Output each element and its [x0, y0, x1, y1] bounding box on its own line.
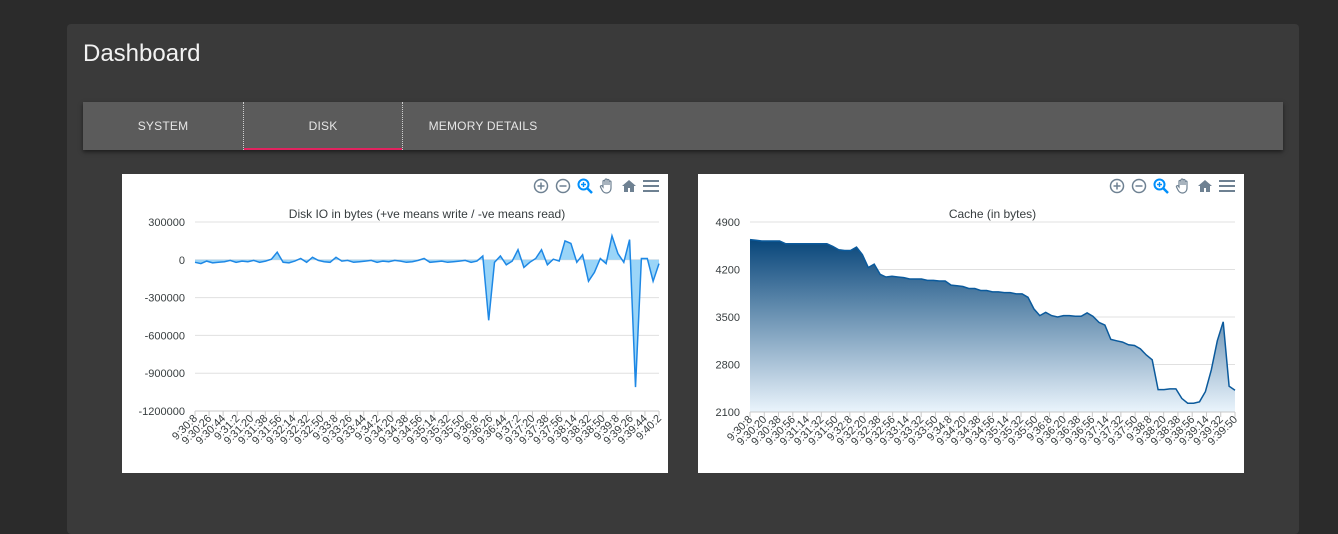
tab-memory-details[interactable]: MEMORY DETAILS [428, 119, 538, 133]
home-reset-icon[interactable] [1196, 177, 1214, 195]
y-tick-label: 0 [179, 255, 185, 267]
y-tick-label: 300000 [148, 217, 185, 229]
menu-icon[interactable] [1218, 177, 1236, 195]
pan-hand-icon[interactable] [598, 177, 616, 195]
pan-hand-icon[interactable] [1174, 177, 1192, 195]
selection-zoom-icon[interactable] [1152, 177, 1170, 195]
y-tick-label: 2800 [716, 360, 740, 372]
y-tick-label: 2100 [716, 407, 740, 419]
chart-title: Cache (in bytes) [949, 207, 1036, 221]
chart-toolbar [532, 177, 660, 195]
series-area [195, 235, 659, 388]
tab-disk[interactable]: DISK [243, 102, 403, 150]
chart-toolbar [1108, 177, 1236, 195]
series-area [750, 239, 1235, 412]
tab-bar: SYSTEM DISK MEMORY DETAILS [83, 102, 1283, 150]
y-tick-label: -1200000 [139, 406, 186, 418]
y-tick-label: 3500 [716, 312, 740, 324]
home-reset-icon[interactable] [620, 177, 638, 195]
zoom-out-icon[interactable] [1130, 177, 1148, 195]
disk-io-chart-card: Disk IO in bytes (+ve means write / -ve … [122, 174, 668, 473]
selection-zoom-icon[interactable] [576, 177, 594, 195]
y-tick-label: -300000 [145, 293, 185, 305]
series-line [749, 238, 1236, 404]
disk-io-chart: Disk IO in bytes (+ve means write / -ve … [139, 207, 665, 447]
page-title: Dashboard [83, 40, 201, 67]
cache-chart: Cache (in bytes)490042003500280021009:30… [716, 207, 1241, 448]
y-tick-label: 4200 [716, 265, 740, 277]
zoom-out-icon[interactable] [554, 177, 572, 195]
y-tick-label: 4900 [716, 217, 740, 229]
series-line [194, 233, 660, 388]
cache-chart-card: Cache (in bytes) 4900 4200 3500 2800 2100 9:30… [698, 174, 1244, 473]
zoom-in-icon[interactable] [1108, 177, 1126, 195]
menu-icon[interactable] [642, 177, 660, 195]
chart-title: Disk IO in bytes (+ve means write / -ve … [289, 207, 565, 221]
tab-system[interactable]: SYSTEM [137, 119, 189, 133]
y-tick-label: -900000 [145, 368, 185, 380]
y-tick-label: -600000 [145, 330, 185, 342]
dashboard-panel: Dashboard SYSTEM DISK MEMORY DETAILS Dis… [67, 24, 1299, 534]
zoom-in-icon[interactable] [532, 177, 550, 195]
